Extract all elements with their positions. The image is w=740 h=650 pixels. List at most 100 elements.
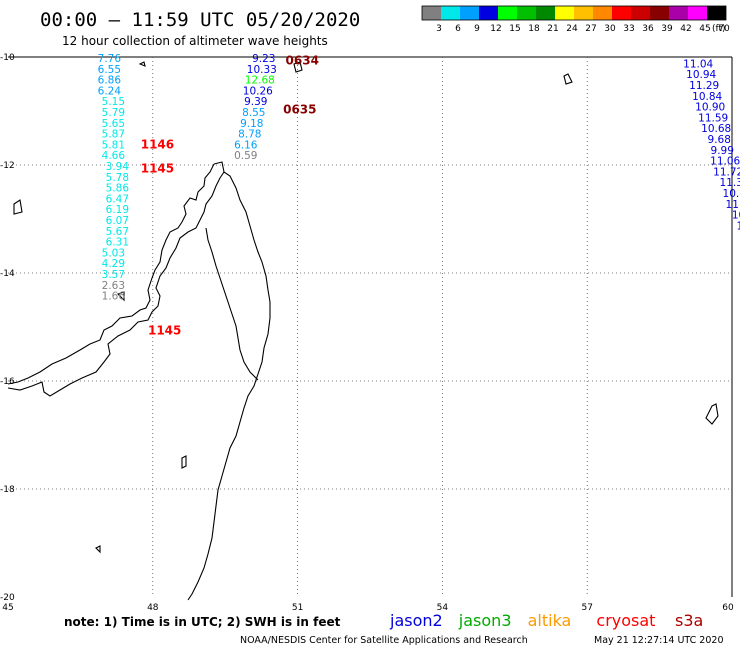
legend-label: 70: [718, 24, 730, 34]
swh-value: 11.59: [698, 112, 728, 124]
swh-value: 5.81: [102, 139, 125, 151]
legend-swatch-42: [669, 6, 688, 20]
satellite-cryosat: cryosat: [596, 611, 655, 630]
legend-label: 27: [585, 24, 596, 34]
swh-value: 6.55: [98, 64, 121, 76]
swh-value: 5.79: [102, 107, 125, 119]
legend-label: 36: [642, 24, 654, 34]
legend-label: 18: [528, 24, 540, 34]
lon-tick-label: 54: [437, 603, 449, 613]
legend-label: 33: [623, 24, 634, 34]
swh-value: 11.29: [689, 80, 719, 92]
graticule: [8, 57, 732, 597]
swh-value: 10.: [732, 210, 740, 222]
swh-value: 9.68: [708, 134, 731, 146]
swh-value: 5.15: [102, 96, 125, 108]
swh-value: 10.7: [723, 188, 740, 200]
satellite-jason3: jason3: [458, 611, 512, 630]
pass-time-label: 1145: [148, 324, 181, 338]
satellite-s3a: s3a: [675, 611, 703, 630]
lat-tick-label: -12: [0, 161, 15, 171]
swh-value: 6.31: [106, 237, 129, 249]
plot-frame: [8, 56, 733, 597]
swh-value: 10.68: [701, 123, 731, 135]
legend-label: 3: [436, 24, 442, 34]
swh-value: 10.33: [247, 64, 277, 76]
pass-time-labels: 0634 0635 1146 1145 1145: [141, 54, 319, 338]
legend-swatch-24: [555, 6, 574, 20]
swh-value: 10: [737, 220, 740, 232]
swh-value: 3.57: [102, 269, 125, 281]
pass-time-label: 0635: [283, 102, 316, 116]
map-title: 00:00 – 11:59 UTC 05/20/2020: [40, 9, 360, 31]
comoros-island: [13, 199, 23, 215]
swh-value: 10.94: [686, 69, 716, 81]
lat-tick-label: -10: [0, 53, 15, 63]
lon-tick-label: 48: [147, 603, 159, 613]
legend-swatch-6: [441, 6, 460, 20]
swh-value: 5.87: [102, 129, 125, 141]
legend-swatch-70: [707, 6, 726, 20]
lat-tick-label: -18: [0, 485, 15, 495]
swh-value: 6.86: [98, 75, 122, 87]
swh-value: 6.47: [106, 193, 129, 205]
swh-value: 5.65: [102, 118, 125, 130]
footer-note: note: 1) Time is in UTC; 2) SWH is in fe…: [64, 615, 341, 629]
legend-label: 30: [604, 24, 616, 34]
madagascar-east-coast: [205, 161, 259, 381]
swh-value: 6.19: [106, 204, 129, 216]
mauritius-island: [705, 403, 719, 425]
swh-value: 8.78: [238, 129, 261, 141]
swh-value: 6.24: [98, 85, 122, 97]
legend-label: 12: [490, 24, 501, 34]
legend-swatch-3: [422, 6, 441, 20]
legend-swatch-30: [593, 6, 612, 20]
satellite-legend: jason2 jason3 altika cryosat s3a: [389, 611, 703, 630]
map-subtitle: 12 hour collection of altimeter wave hei…: [62, 34, 328, 48]
legend-swatch-33: [612, 6, 631, 20]
legend-swatch-9: [460, 6, 479, 20]
legend-swatch-45: [688, 6, 707, 20]
swh-value: 10.26: [243, 85, 273, 97]
lon-tick-label: 60: [722, 603, 734, 613]
swh-value: 9.39: [244, 96, 267, 108]
track-left: 7.766.556.866.245.155.795.655.875.814.66…: [98, 53, 130, 303]
track-right: 11.0410.9411.2910.8410.9011.5910.689.689…: [683, 58, 740, 243]
small-island-2: [95, 545, 101, 554]
swh-value: 5.67: [106, 226, 129, 238]
swh-value: 11.06: [710, 156, 740, 168]
legend-colorbar: 3 6 9 12 15 18 21 24 27 30 33 36 39 42 45 70: [421, 5, 730, 34]
lon-tick-label: 57: [581, 603, 592, 613]
swh-value: 7.76: [98, 53, 122, 65]
swh-value: 0.59: [234, 150, 257, 162]
small-island-3: [116, 291, 125, 302]
swh-value: 11.72: [713, 166, 740, 178]
swh-value: 4.29: [102, 258, 125, 270]
lon-tick-label: 51: [292, 603, 303, 613]
legend-swatch-18: [517, 6, 536, 20]
lat-tick-label: -20: [0, 593, 15, 603]
swh-value: 9.23: [252, 53, 275, 65]
longitude-ticks: 45 48 51 54 57 60: [2, 603, 734, 613]
swh-value: 3.94: [106, 161, 130, 173]
lon-tick-label: 45: [2, 603, 13, 613]
swh-value: 5.78: [106, 172, 129, 184]
satellite-altika: altika: [528, 611, 572, 630]
legend-swatch-15: [498, 6, 517, 20]
legend-swatch-39: [650, 6, 669, 20]
lat-tick-label: -14: [0, 269, 15, 279]
legend-swatch-21: [536, 6, 555, 20]
legend-swatch-36: [631, 6, 650, 20]
swh-value: 6.07: [106, 215, 129, 227]
legend-swatch-12: [479, 6, 498, 20]
nosy-be-island: [293, 61, 303, 73]
track-center: 9.2310.3312.6810.269.398.559.188.786.160…: [234, 53, 277, 162]
legend-swatch-27: [574, 6, 593, 20]
legend-label: 24: [566, 24, 578, 34]
swh-value: 1.66: [102, 291, 126, 303]
legend-label: 39: [661, 24, 673, 34]
swh-value: 6.16: [234, 139, 258, 151]
swh-value: 5.86: [106, 183, 130, 195]
pass-time-label: 0634: [286, 54, 319, 68]
